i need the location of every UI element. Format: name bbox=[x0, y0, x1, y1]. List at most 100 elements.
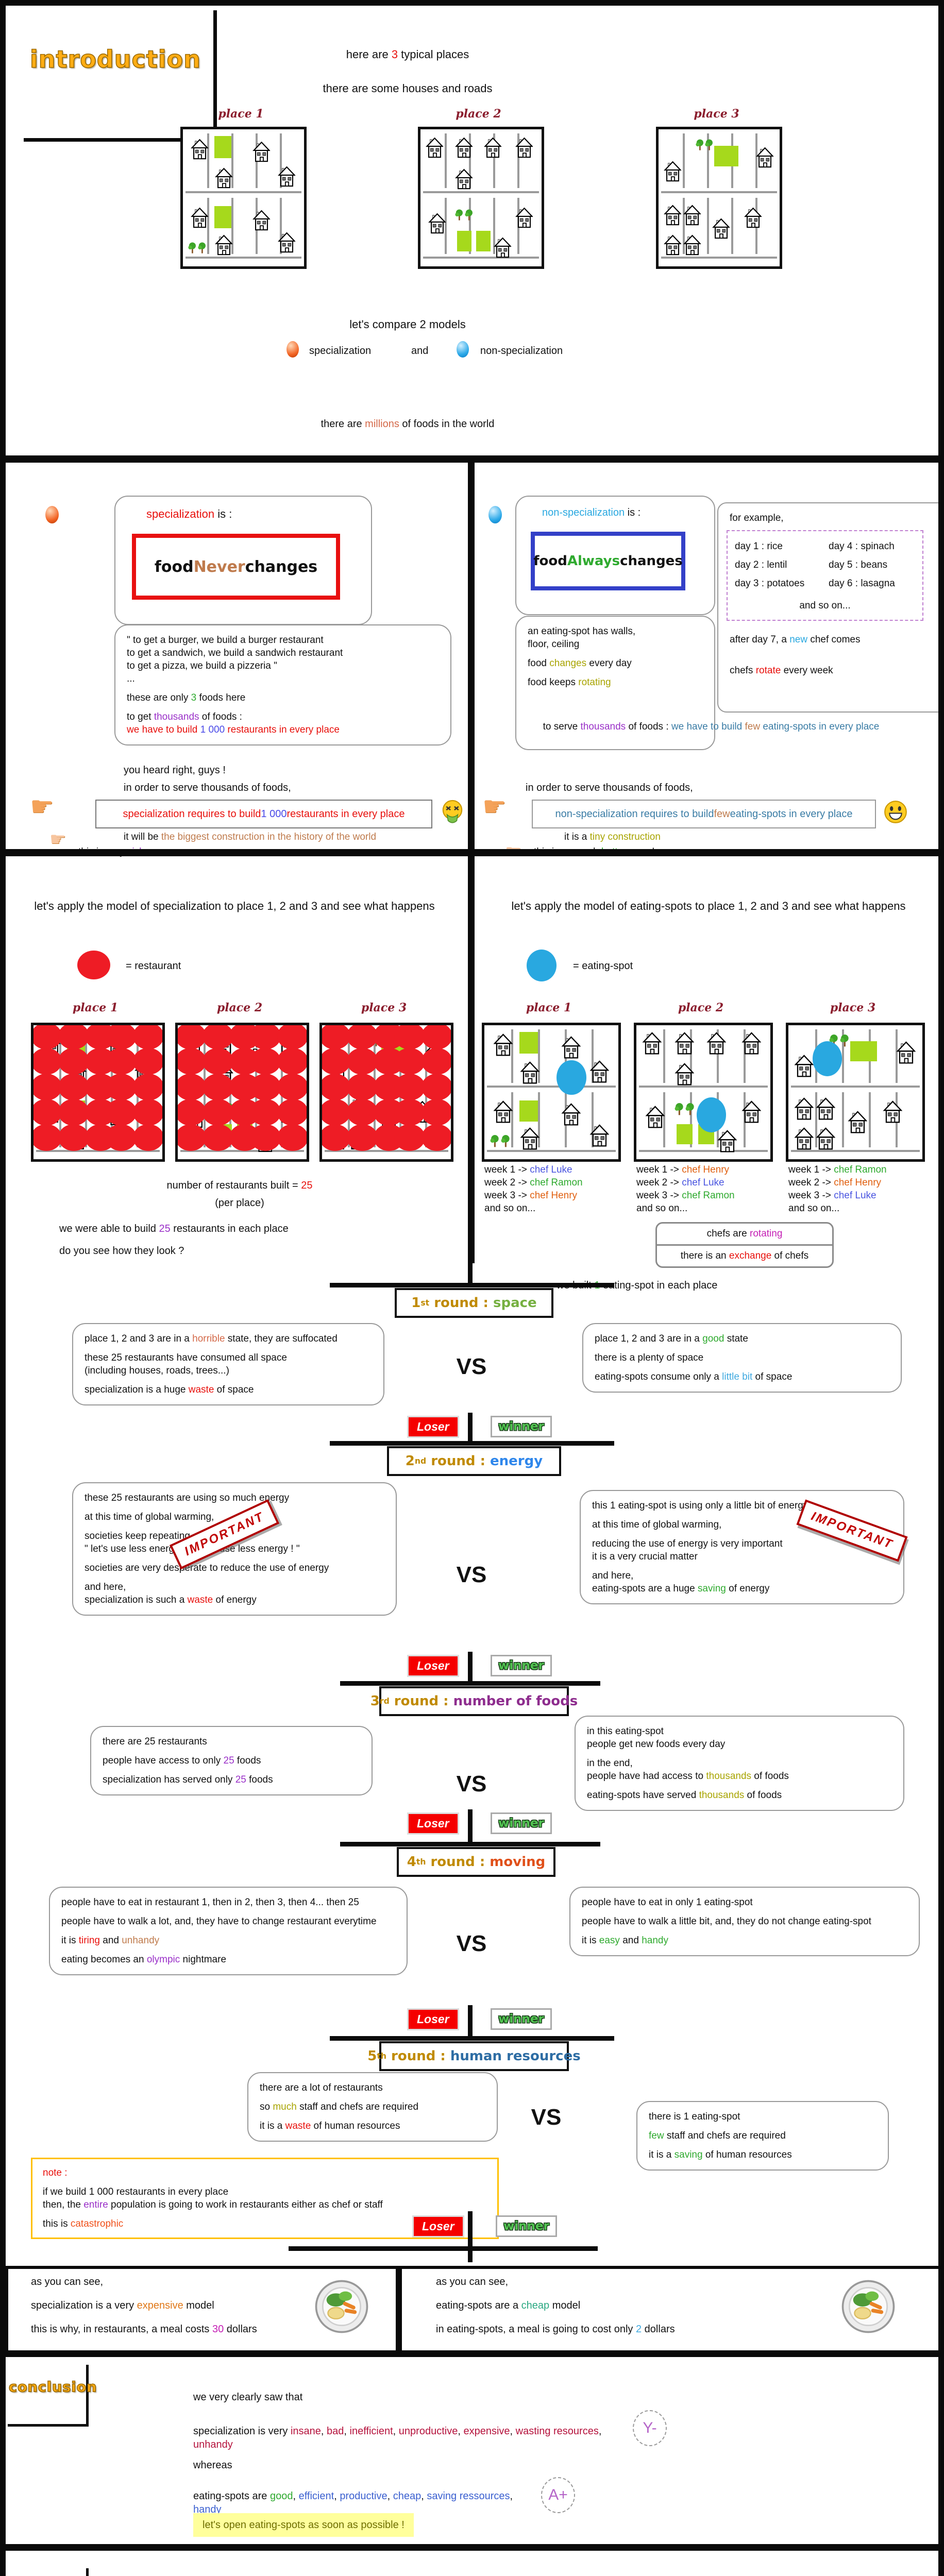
restaurant-dot bbox=[394, 1025, 425, 1049]
legend-specialization: specialization bbox=[309, 345, 372, 357]
house-icon bbox=[712, 217, 730, 240]
intro-banner-title: introduction bbox=[29, 45, 201, 74]
open-eating-spots-highlight: let's open eating-spots as soon as possi… bbox=[193, 2513, 414, 2537]
house-icon bbox=[190, 206, 208, 229]
place-2-label: place 2 bbox=[216, 1001, 263, 1014]
restaurant-dot bbox=[33, 1025, 62, 1049]
eating-spot-legend-icon bbox=[527, 950, 557, 981]
restaurant-dot bbox=[322, 1073, 350, 1100]
map-road bbox=[469, 198, 471, 255]
house-icon bbox=[428, 212, 446, 235]
house-icon bbox=[642, 1032, 662, 1055]
able-to-build-line: we were able to build 25 restaurants in … bbox=[59, 1223, 289, 1234]
text-line: and here, bbox=[85, 1582, 126, 1592]
cost-left-cell: as you can see, specialization is a very… bbox=[5, 2266, 399, 2353]
text-line: day 6 : lasagna bbox=[829, 578, 895, 589]
tree-icon bbox=[197, 239, 207, 257]
house-icon bbox=[674, 1032, 694, 1055]
restaurant-dot bbox=[178, 1025, 206, 1049]
weeks-place-3: week 1 -> chef Ramon week 2 -> chef Henry… bbox=[788, 1163, 887, 1215]
tree-icon bbox=[704, 136, 714, 154]
round-2-right-box: this 1 eating-spot is using only a littl… bbox=[580, 1490, 904, 1604]
text-line: few staff and chefs are required bbox=[649, 2130, 786, 2141]
house-icon bbox=[683, 233, 701, 257]
specialization-requires-box: specialization requires to build 1 000 r… bbox=[95, 800, 432, 828]
specialization-verdict-line: specialization is very insane, bad, inef… bbox=[193, 2426, 602, 2450]
smiley-emoji-icon bbox=[882, 799, 909, 825]
text-line: there are a lot of restaurants bbox=[260, 2082, 383, 2093]
legend-non-specialization: non-specialization bbox=[480, 345, 563, 357]
house-icon bbox=[454, 136, 473, 159]
text-line: ... bbox=[127, 673, 135, 684]
map-road bbox=[663, 1029, 665, 1083]
house-icon bbox=[741, 1032, 761, 1055]
text-line: week 2 -> chef Henry bbox=[788, 1177, 882, 1188]
map-road bbox=[683, 198, 685, 255]
text-line: week 1 -> chef Luke bbox=[484, 1164, 572, 1175]
example-bubble: for example, day 1 : rice day 2 : lentil d… bbox=[717, 502, 944, 713]
chefs-rotating-line: chefs are rotating bbox=[706, 1228, 783, 1239]
round-4-left-box: people have to eat in restaurant 1, then… bbox=[49, 1887, 408, 1975]
text-line: food changes every day bbox=[528, 658, 632, 669]
restaurant-dot bbox=[346, 1099, 378, 1126]
park-square bbox=[519, 1032, 538, 1054]
house-icon bbox=[794, 1055, 814, 1077]
eating-spot-dot bbox=[812, 1041, 842, 1076]
restaurant-dot bbox=[394, 1124, 425, 1151]
map-road bbox=[663, 1092, 665, 1147]
map-road bbox=[791, 1086, 920, 1088]
text-line bbox=[528, 651, 703, 657]
text-line: week 3 -> chef Ramon bbox=[636, 1190, 735, 1201]
map-road bbox=[493, 198, 495, 255]
round-1-loser-badge: Loser bbox=[407, 1416, 459, 1438]
text-line: to get thousands of foods : bbox=[127, 711, 242, 722]
map-road bbox=[325, 1149, 448, 1152]
restaurant-dot bbox=[58, 1073, 89, 1100]
weeks-place-2: week 1 -> chef Henry week 2 -> chef Luke w… bbox=[636, 1163, 735, 1215]
map-road bbox=[744, 1029, 746, 1083]
map-road bbox=[280, 198, 282, 255]
park-square bbox=[214, 136, 231, 158]
text-line: and so on... bbox=[484, 1203, 536, 1214]
restaurant-dot bbox=[33, 1124, 62, 1151]
biggest-construction-line: it will be the biggest construction in t… bbox=[124, 832, 377, 842]
text-line: place 1, 2 and 3 are in a good state bbox=[595, 1333, 748, 1344]
non-specialization-dot-icon bbox=[457, 341, 469, 358]
map-road bbox=[896, 1029, 898, 1083]
food-never-changes-box: food Never changes bbox=[132, 534, 340, 600]
map-road bbox=[842, 1029, 844, 1083]
intro-line-2: there are some houses and roads bbox=[323, 82, 493, 95]
restaurant-dot bbox=[277, 1099, 307, 1126]
and-so-on-line: and so on... bbox=[799, 600, 851, 611]
map-road bbox=[231, 133, 233, 189]
eating-spot-dot bbox=[697, 1097, 727, 1132]
map-road bbox=[423, 191, 540, 193]
text-line: there is a plenty of space bbox=[595, 1352, 704, 1363]
text-line bbox=[649, 2123, 876, 2129]
place-1-label: place 1 bbox=[218, 107, 264, 121]
restaurant-dot bbox=[346, 1048, 378, 1075]
restaurant-dot bbox=[178, 1099, 206, 1126]
tree-icon bbox=[490, 1132, 500, 1150]
text-line bbox=[260, 2094, 485, 2100]
text-line bbox=[61, 1928, 395, 1934]
text-line: " to get a burger, we build a burger res… bbox=[127, 635, 324, 646]
park-square bbox=[476, 230, 491, 251]
compare-line: let's compare 2 models bbox=[349, 318, 466, 331]
text-line: then, the entire population is going to … bbox=[43, 2199, 383, 2210]
place-1-label: place 1 bbox=[72, 1001, 119, 1014]
map-road bbox=[815, 1092, 817, 1147]
text-line bbox=[592, 1563, 892, 1569]
cost-right-model: eating-spots are a cheap model bbox=[436, 2300, 581, 2311]
house-icon bbox=[483, 136, 501, 159]
house-icon bbox=[519, 1061, 540, 1084]
house-icon bbox=[741, 1100, 761, 1123]
restaurant-dot bbox=[277, 1124, 307, 1151]
chefs-exchange-line: there is an exchange of chefs bbox=[657, 1244, 832, 1266]
house-icon bbox=[589, 1124, 609, 1147]
place-3-restaurants-map bbox=[319, 1023, 453, 1162]
house-icon bbox=[794, 1127, 814, 1150]
